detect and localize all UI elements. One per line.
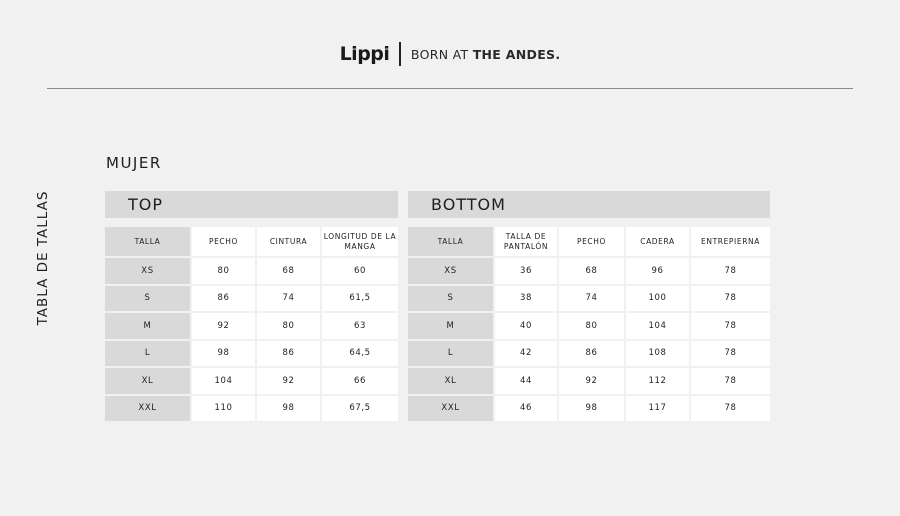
table-cell: 68 (257, 258, 320, 284)
table-cell: 78 (691, 395, 770, 421)
bottom-size-table: TALLA TALLA DE PANTALÓN PECHO CADERA ENTREPI… (408, 227, 770, 421)
side-title: TABLA DE TALLAS (35, 190, 51, 326)
divider (399, 42, 401, 66)
size-label: XXL (408, 395, 493, 421)
table-cell: 104 (192, 368, 255, 394)
table-cell: 78 (691, 340, 770, 366)
table-cell: 108 (626, 340, 689, 366)
size-label: L (408, 340, 493, 366)
column-header: CADERA (626, 227, 689, 256)
table-cell: 74 (257, 285, 320, 311)
column-header: CINTURA (257, 227, 320, 256)
size-label: S (408, 285, 493, 311)
table-cell: 78 (691, 313, 770, 339)
table-cell: 98 (257, 395, 320, 421)
table-cell: 80 (559, 313, 624, 339)
table-cell: 86 (257, 340, 320, 366)
table-cell: 98 (559, 395, 624, 421)
table-cell: 64,5 (322, 340, 398, 366)
size-label: S (105, 285, 190, 311)
header-rule (47, 88, 853, 89)
lippi-logo: Lippi (339, 43, 390, 65)
table-cell: 104 (626, 313, 689, 339)
table-cell: 67,5 (322, 395, 398, 421)
table-cell: 92 (257, 368, 320, 394)
table-cell: 78 (691, 258, 770, 284)
column-header: TALLA DE PANTALÓN (495, 227, 557, 256)
table-cell: 38 (495, 285, 557, 311)
table-cell: 92 (559, 368, 624, 394)
table-cell: 42 (495, 340, 557, 366)
table-cell: 110 (192, 395, 255, 421)
column-header: TALLA (105, 227, 190, 256)
table-cell: 80 (257, 313, 320, 339)
size-label: XL (408, 368, 493, 394)
table-cell: 63 (322, 313, 398, 339)
table-cell: 46 (495, 395, 557, 421)
table-cell: 61,5 (322, 285, 398, 311)
table-cell: 100 (626, 285, 689, 311)
column-header: TALLA (408, 227, 493, 256)
table-cell: 66 (322, 368, 398, 394)
size-label: M (105, 313, 190, 339)
top-band: TOP (105, 191, 398, 218)
column-header: LONGITUD DE LA MANGA (322, 227, 398, 256)
size-label: XL (105, 368, 190, 394)
table-cell: 78 (691, 285, 770, 311)
top-size-table: TALLA PECHO CINTURA LONGITUD DE LA MANGA XS 8… (105, 227, 398, 421)
bottom-band: BOTTOM (408, 191, 770, 218)
table-cell: 98 (192, 340, 255, 366)
table-cell: 60 (322, 258, 398, 284)
table-cell: 36 (495, 258, 557, 284)
table-cell: 44 (495, 368, 557, 394)
table-cell: 96 (626, 258, 689, 284)
table-cell: 92 (192, 313, 255, 339)
size-label: M (408, 313, 493, 339)
table-cell: 80 (192, 258, 255, 284)
size-label: XS (105, 258, 190, 284)
tagline: BORN AT THE ANDES. (411, 47, 560, 62)
table-cell: 74 (559, 285, 624, 311)
table-cell: 112 (626, 368, 689, 394)
section-title: MUJER (106, 154, 162, 172)
tagline-bold: THE ANDES. (472, 46, 561, 62)
table-cell: 117 (626, 395, 689, 421)
size-label: XS (408, 258, 493, 284)
brand-header: Lippi BORN AT THE ANDES. (0, 42, 900, 66)
column-header: PECHO (192, 227, 255, 256)
table-cell: 86 (192, 285, 255, 311)
table-cell: 68 (559, 258, 624, 284)
size-label: XXL (105, 395, 190, 421)
column-header: PECHO (559, 227, 624, 256)
tagline-light: BORN AT (410, 46, 473, 62)
table-cell: 86 (559, 340, 624, 366)
table-cell: 78 (691, 368, 770, 394)
size-label: L (105, 340, 190, 366)
column-header: ENTREPIERNA (691, 227, 770, 256)
table-cell: 40 (495, 313, 557, 339)
